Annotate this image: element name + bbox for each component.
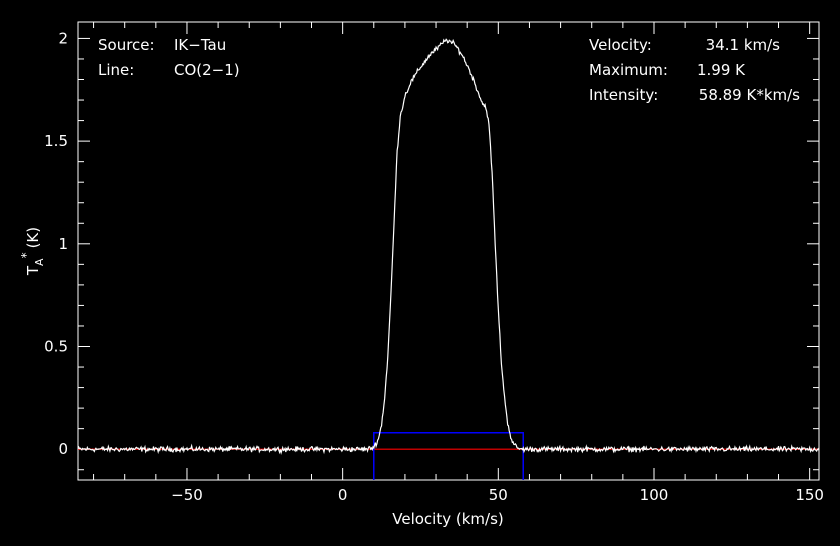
plot-frame [77,21,820,481]
y-tick-label: 1.5 [44,132,68,150]
x-tick-label: 150 [795,486,824,504]
x-tick-label: 100 [640,486,669,504]
line-value: CO(2−1) [174,61,240,79]
x-tick-label: −50 [171,486,203,504]
line-label: Line: [98,61,134,79]
y-axis-title: TA*(K) [19,227,46,276]
integration-window [373,432,524,480]
x-tick-label: 50 [489,486,508,504]
velocity-value: 34.1 km/s [706,36,781,54]
spectrum-line [77,38,820,455]
source-value: IK−Tau [174,36,226,54]
y-tick-label: 0 [58,440,68,458]
x-axis-title: Velocity (km/s) [392,510,503,528]
y-tick-label: 1 [58,235,68,253]
axis-ticks [78,22,819,480]
intensity-label: Intensity: [589,86,658,104]
maximum-label: Maximum: [589,61,668,79]
velocity-label: Velocity: [589,36,652,54]
y-tick-label: 2 [58,29,68,47]
x-tick-label: 0 [338,486,348,504]
source-label: Source: [98,36,155,54]
y-tick-label: 0.5 [44,338,68,356]
axis-tick-labels: −50 0 50 100 150 0 0.5 1 1.5 2 [44,29,824,504]
maximum-value: 1.99 K [697,61,746,79]
intensity-value: 58.89 K*km/s [699,86,800,104]
